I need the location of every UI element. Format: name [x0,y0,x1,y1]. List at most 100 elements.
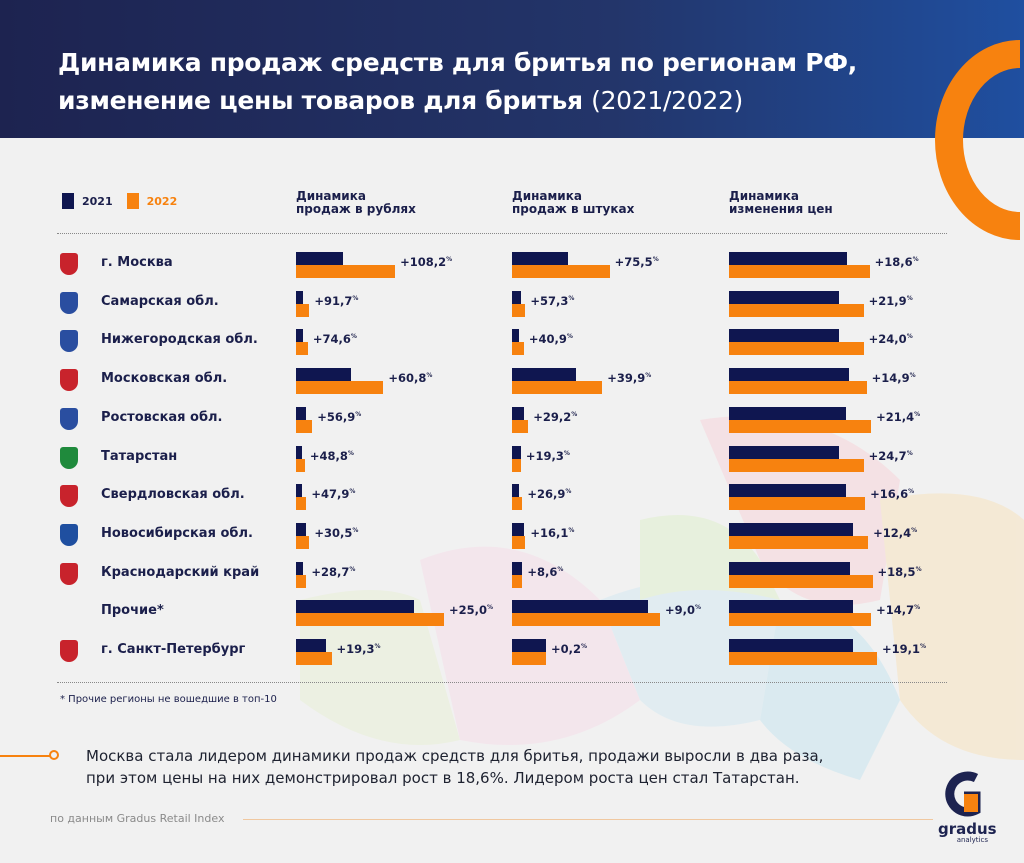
region-row: Свердловская обл. +47,9% +26,9% +16,6% [0,481,1024,519]
divider-bottom [57,682,947,683]
region-name: Нижегородская обл. [101,332,258,348]
region-emblem-icon [60,485,78,508]
data-label: +47,9% [311,487,356,502]
bar-2022 [296,535,310,549]
bar-2022 [512,265,610,278]
region-name: Краснодарский край [101,564,260,580]
bar-2022 [729,497,866,511]
region-emblem-icon [60,562,78,585]
bar-2021 [512,445,521,459]
bar-2021 [729,368,849,382]
bar-2021 [729,639,854,652]
bar-2022 [729,381,867,395]
bar-2022 [296,652,332,665]
source-line [243,819,933,820]
region-emblem-icon [60,407,78,430]
data-label: +19,1% [882,642,927,656]
bar-2021 [296,252,344,265]
bar-2021 [296,290,304,304]
bar-2021 [512,368,576,382]
bar-2021 [729,484,846,498]
bar-2021 [729,329,839,343]
footnote: * Прочие регионы не вошедшие в топ-10 [60,694,277,705]
region-row: Московская обл. +60,8% +39,9% +14,9% [0,365,1024,403]
column-header-rubles: Динамика продаж в рублях [296,189,416,216]
data-label: +16,6% [870,487,915,502]
bar-2022 [296,458,305,472]
bar-2021 [512,639,547,652]
region-name: Московская обл. [101,371,228,387]
region-row: Краснодарский край +28,7% +8,6% +18,5% [0,559,1024,597]
bar-2021 [512,484,520,498]
data-label: +26,9% [527,487,572,502]
bar-2021 [729,406,846,420]
bar-2022 [512,574,523,588]
bar-2021 [729,252,848,265]
region-emblem-icon [60,330,78,353]
insight-bullet-icon [49,750,59,760]
bar-2021 [296,329,304,343]
data-label: +30,5% [314,525,359,540]
data-label: +60,8% [388,371,433,386]
data-label: +24,0% [868,332,913,347]
bar-2022 [296,613,444,627]
data-label: +21,4% [876,409,921,424]
bar-2022 [729,535,869,549]
column-header-units: Динамика продаж в штуках [512,189,635,216]
bar-2022 [512,652,547,665]
insight-connector [0,755,50,757]
region-row: Татарстан +48,8% +19,3% +24,7% [0,443,1024,481]
title-line-2: изменение цены товаров для бритья [58,86,583,115]
bar-2021 [729,561,851,575]
bar-2022 [512,458,521,472]
bar-2021 [729,290,839,304]
bar-2022 [296,574,307,588]
data-label: +19,3% [336,642,381,656]
data-label: +56,9% [317,409,362,424]
bar-2022 [729,458,864,472]
data-label: +28,7% [311,564,356,579]
bar-2021 [512,252,569,265]
legend-swatch-2021 [62,193,74,209]
gradus-logo: gradus analytics [938,770,997,844]
data-label: +91,7% [314,293,359,308]
legend-swatch-2022 [126,193,139,209]
bar-2022 [512,342,524,356]
bar-2021 [729,600,854,614]
data-label: +14,9% [871,371,916,386]
bar-2022 [296,265,396,278]
bar-2021 [296,368,351,382]
region-row: Новосибирская обл. +30,5% +16,1% +12,4% [0,520,1024,558]
bar-2022 [729,303,864,317]
title-years: (2021/2022) [591,86,744,115]
data-label: +75,5% [614,255,659,269]
bar-2022 [512,303,526,317]
region-row: Нижегородская обл. +74,6% +40,9% +24,0% [0,326,1024,364]
data-label: +40,9% [528,332,573,347]
bar-2022 [296,419,313,433]
bar-2022 [729,342,864,356]
data-label: +21,9% [868,293,913,308]
bar-2021 [512,600,649,614]
bar-2021 [296,445,302,459]
bar-2022 [296,381,384,395]
data-label: +9,0% [665,603,702,618]
chart-title: Динамика продаж средств для бритья по ре… [58,44,857,120]
bar-2021 [512,522,524,536]
bar-2021 [296,522,307,536]
region-name: г. Москва [101,255,173,270]
divider-top [57,233,947,234]
legend-label-2021: 2021 [82,194,113,208]
region-row: Прочие* +25,0% +9,0% +14,7% [0,597,1024,635]
decorative-ring [935,40,1021,240]
data-label: +74,6% [312,332,357,347]
bar-2021 [729,522,854,536]
bar-2022 [296,497,307,511]
source-note: по данным Gradus Retail Index [50,812,225,825]
data-label: +19,3% [525,448,570,463]
region-emblem-icon [60,446,78,469]
bar-2021 [512,290,521,304]
bar-2021 [512,329,520,343]
data-label: +18,5% [877,564,922,579]
region-name: Свердловская обл. [101,487,245,503]
